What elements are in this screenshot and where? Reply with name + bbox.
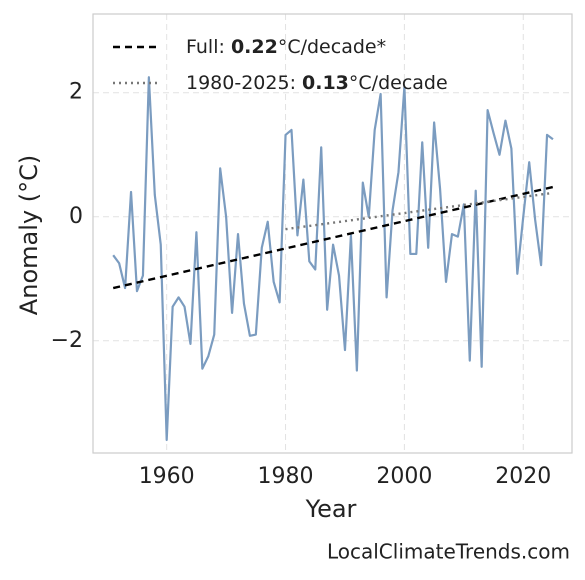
legend-prefix: 1980-2025: <box>186 72 302 94</box>
x-axis-label: Year <box>305 495 357 523</box>
legend-entry: 1980-2025: 0.13°C/decade <box>186 72 448 94</box>
legend-slope: 0.22 <box>231 36 278 58</box>
anomaly-line <box>112 76 554 442</box>
y-tick-label: 2 <box>69 80 83 105</box>
watermark: LocalClimateTrends.com <box>327 540 570 564</box>
legend-slope: 0.13 <box>302 72 349 94</box>
y-tick-label: −2 <box>51 328 83 353</box>
y-axis-label: Anomaly (°C) <box>15 155 43 315</box>
plot-frame <box>92 13 573 454</box>
x-tick-label: 2020 <box>495 464 551 489</box>
legend-suffix: °C/decade <box>349 72 448 94</box>
legend-entry: Full: 0.22°C/decade* <box>186 36 386 58</box>
legend-prefix: Full: <box>186 36 231 58</box>
y-tick-label: 0 <box>69 204 83 229</box>
x-tick-label: 1980 <box>258 464 314 489</box>
x-tick-label: 1960 <box>139 464 195 489</box>
x-tick-label: 2000 <box>376 464 432 489</box>
legend-suffix: °C/decade* <box>278 36 386 58</box>
trend-line <box>112 185 554 290</box>
